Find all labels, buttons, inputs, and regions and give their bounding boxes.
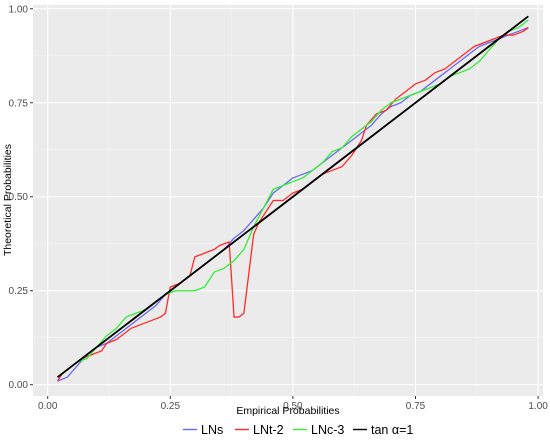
y-tick-label: 0.00 [9,380,29,391]
minor-gridlines [33,5,543,396]
series-line-lns [57,26,529,382]
series-line-lnt-2 [56,27,529,382]
x-tick-label: 0.25 [161,401,181,412]
y-tick-label: 0.75 [9,98,29,109]
x-tick-label: 0.75 [406,401,426,412]
x-tick-label: 1.00 [528,401,548,412]
x-tick-label: 0.50 [283,401,303,412]
y-tick-label: 0.50 [9,192,29,203]
legend-label-lnt-2: LNt-2 [253,423,284,437]
legend: LNs LNt-2 LNc-3 tan α=1 [183,423,413,437]
legend-label-lnc-3: LNc-3 [311,423,344,437]
y-tick-label: 0.25 [9,286,29,297]
series-line-tan-1 [56,15,529,378]
x-axis-title: Empirical Probabilities [236,405,339,417]
y-tick-label: 1.00 [9,4,29,15]
x-axis-ticks: 0.00 0.25 0.50 0.75 1.00 [38,396,548,412]
x-tick-label: 0.00 [38,401,58,412]
y-axis-ticks: 0.00 0.25 0.50 0.75 1.00 [9,4,33,391]
legend-label-tan-1: tan α=1 [371,423,413,437]
y-axis-title: Theoretical Probabilities [2,144,14,256]
legend-label-lns: LNs [201,423,223,437]
series-layer [56,15,529,382]
